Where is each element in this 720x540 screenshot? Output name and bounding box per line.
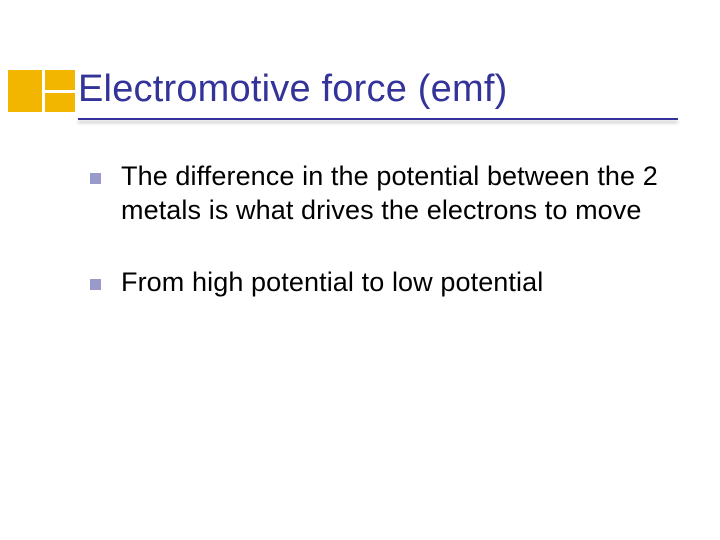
accent-block-1 <box>8 70 42 112</box>
accent-block-3 <box>45 93 75 112</box>
bullet-text: From high potential to low potential <box>121 266 700 300</box>
slide-content: The difference in the potential between … <box>90 160 700 337</box>
bullet-text: The difference in the potential between … <box>121 160 700 228</box>
accent-block-2 <box>45 70 75 90</box>
square-bullet-icon <box>90 279 101 290</box>
slide-title-area: Electromotive force (emf) <box>78 68 507 111</box>
bullet-item: From high potential to low potential <box>90 266 700 300</box>
bullet-item: The difference in the potential between … <box>90 160 700 228</box>
square-bullet-icon <box>90 173 101 184</box>
title-underline <box>78 118 678 120</box>
slide-title: Electromotive force (emf) <box>78 68 507 111</box>
